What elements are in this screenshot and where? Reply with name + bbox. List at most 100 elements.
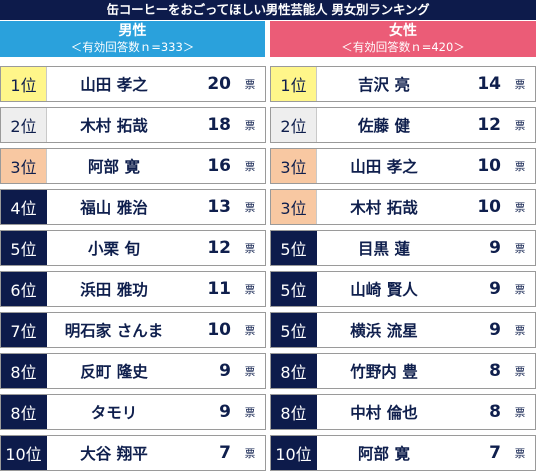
vote-unit: 票: [514, 201, 526, 214]
vote-count: 7: [489, 443, 501, 463]
vote-unit: 票: [514, 365, 526, 378]
celebrity-name: 阿部 寛: [358, 445, 410, 463]
male-ranking-row: 8位 反町 隆史 9 票: [0, 353, 266, 389]
male-ranking-row: 7位 明石家 さんま 10 票: [0, 312, 266, 348]
rank-label: 5位: [271, 272, 317, 306]
rank-label: 5位: [271, 231, 317, 265]
celebrity-name: 竹野内 豊: [350, 363, 418, 381]
celebrity-name: 福山 雅治: [80, 199, 148, 217]
rank-label: 4位: [1, 190, 47, 224]
celebrity-name: 中村 倫也: [350, 404, 418, 422]
vote-unit: 票: [514, 160, 526, 173]
vote-count: 9: [489, 320, 501, 340]
rank-label: 6位: [1, 272, 47, 306]
celebrity-name: 反町 隆史: [80, 363, 148, 381]
rank-label: 3位: [271, 190, 317, 224]
vote-unit: 票: [244, 242, 256, 255]
vote-unit: 票: [244, 201, 256, 214]
female-ranking-row: 1位 吉沢 亮 14 票: [270, 66, 536, 102]
celebrity-name: 山田 孝之: [350, 158, 418, 176]
rank-label: 3位: [271, 149, 317, 183]
rank-label: 7位: [1, 313, 47, 347]
celebrity-name: 大谷 翔平: [80, 445, 148, 463]
male-ranking-row: 5位 小栗 旬 12 票: [0, 230, 266, 266]
rank-label: 1位: [271, 67, 317, 101]
rank-label: 8位: [1, 395, 47, 429]
vote-count: 10: [477, 156, 501, 176]
vote-count: 12: [207, 238, 231, 258]
male-ranking-row: 2位 木村 拓哉 18 票: [0, 107, 266, 143]
celebrity-name: 木村 拓哉: [350, 199, 418, 217]
vote-unit: 票: [514, 242, 526, 255]
celebrity-name: 吉沢 亮: [358, 76, 410, 94]
celebrity-name: 山崎 賢人: [350, 281, 418, 299]
vote-count: 11: [207, 279, 231, 299]
celebrity-name: 浜田 雅功: [80, 281, 148, 299]
vote-unit: 票: [244, 406, 256, 419]
vote-unit: 票: [514, 447, 526, 460]
vote-unit: 票: [514, 283, 526, 296]
vote-unit: 票: [514, 406, 526, 419]
rank-label: 8位: [271, 354, 317, 388]
rank-label: 2位: [271, 108, 317, 142]
female-column-header: 女性 ＜有効回答数ｎ=420＞: [270, 21, 536, 57]
male-ranking-row: 10位 大谷 翔平 7 票: [0, 435, 266, 471]
celebrity-name: 阿部 寛: [88, 158, 140, 176]
vote-unit: 票: [244, 78, 256, 91]
vote-count: 14: [477, 74, 501, 94]
vote-count: 9: [219, 361, 231, 381]
male-ranking-row: 8位 タモリ 9 票: [0, 394, 266, 430]
vote-count: 10: [207, 320, 231, 340]
male-respondents: ＜有効回答数ｎ=333＞: [70, 40, 195, 54]
female-ranking-row: 3位 山田 孝之 10 票: [270, 148, 536, 184]
vote-unit: 票: [244, 365, 256, 378]
celebrity-name: 山田 孝之: [80, 76, 148, 94]
celebrity-name: 横浜 流星: [350, 322, 418, 340]
vote-unit: 票: [244, 283, 256, 296]
vote-count: 20: [207, 74, 231, 94]
rank-label: 2位: [1, 108, 47, 142]
ranking-title: 缶コーヒーをおごってほしい男性芸能人 男女別ランキング: [0, 0, 536, 20]
vote-unit: 票: [514, 324, 526, 337]
vote-count: 9: [219, 402, 231, 422]
vote-unit: 票: [244, 119, 256, 132]
male-ranking-row: 1位 山田 孝之 20 票: [0, 66, 266, 102]
female-ranking-row: 2位 佐藤 健 12 票: [270, 107, 536, 143]
male-label: 男性: [118, 23, 147, 39]
vote-count: 9: [489, 279, 501, 299]
rank-label: 8位: [271, 395, 317, 429]
vote-count: 18: [207, 115, 231, 135]
vote-count: 13: [207, 197, 231, 217]
vote-count: 12: [477, 115, 501, 135]
vote-count: 16: [207, 156, 231, 176]
female-label: 女性: [389, 23, 417, 39]
rank-label: 10位: [1, 436, 47, 470]
rank-label: 10位: [271, 436, 317, 470]
female-respondents: ＜有効回答数ｎ=420＞: [341, 40, 465, 54]
vote-count: 7: [219, 443, 231, 463]
vote-count: 10: [477, 197, 501, 217]
vote-unit: 票: [244, 324, 256, 337]
female-ranking-row: 5位 横浜 流星 9 票: [270, 312, 536, 348]
male-ranking-row: 4位 福山 雅治 13 票: [0, 189, 266, 225]
celebrity-name: 目黒 蓮: [358, 240, 410, 258]
celebrity-name: タモリ: [90, 404, 138, 422]
female-ranking-row: 5位 山崎 賢人 9 票: [270, 271, 536, 307]
rank-label: 3位: [1, 149, 47, 183]
female-ranking-row: 8位 中村 倫也 8 票: [270, 394, 536, 430]
male-ranking-row: 3位 阿部 寛 16 票: [0, 148, 266, 184]
vote-count: 8: [489, 361, 501, 381]
celebrity-name: 小栗 旬: [88, 240, 140, 258]
male-ranking-row: 6位 浜田 雅功 11 票: [0, 271, 266, 307]
celebrity-name: 佐藤 健: [358, 117, 410, 135]
vote-unit: 票: [244, 447, 256, 460]
vote-unit: 票: [244, 160, 256, 173]
female-ranking-row: 3位 木村 拓哉 10 票: [270, 189, 536, 225]
rank-label: 1位: [1, 67, 47, 101]
vote-unit: 票: [514, 78, 526, 91]
vote-count: 8: [489, 402, 501, 422]
rank-label: 8位: [1, 354, 47, 388]
